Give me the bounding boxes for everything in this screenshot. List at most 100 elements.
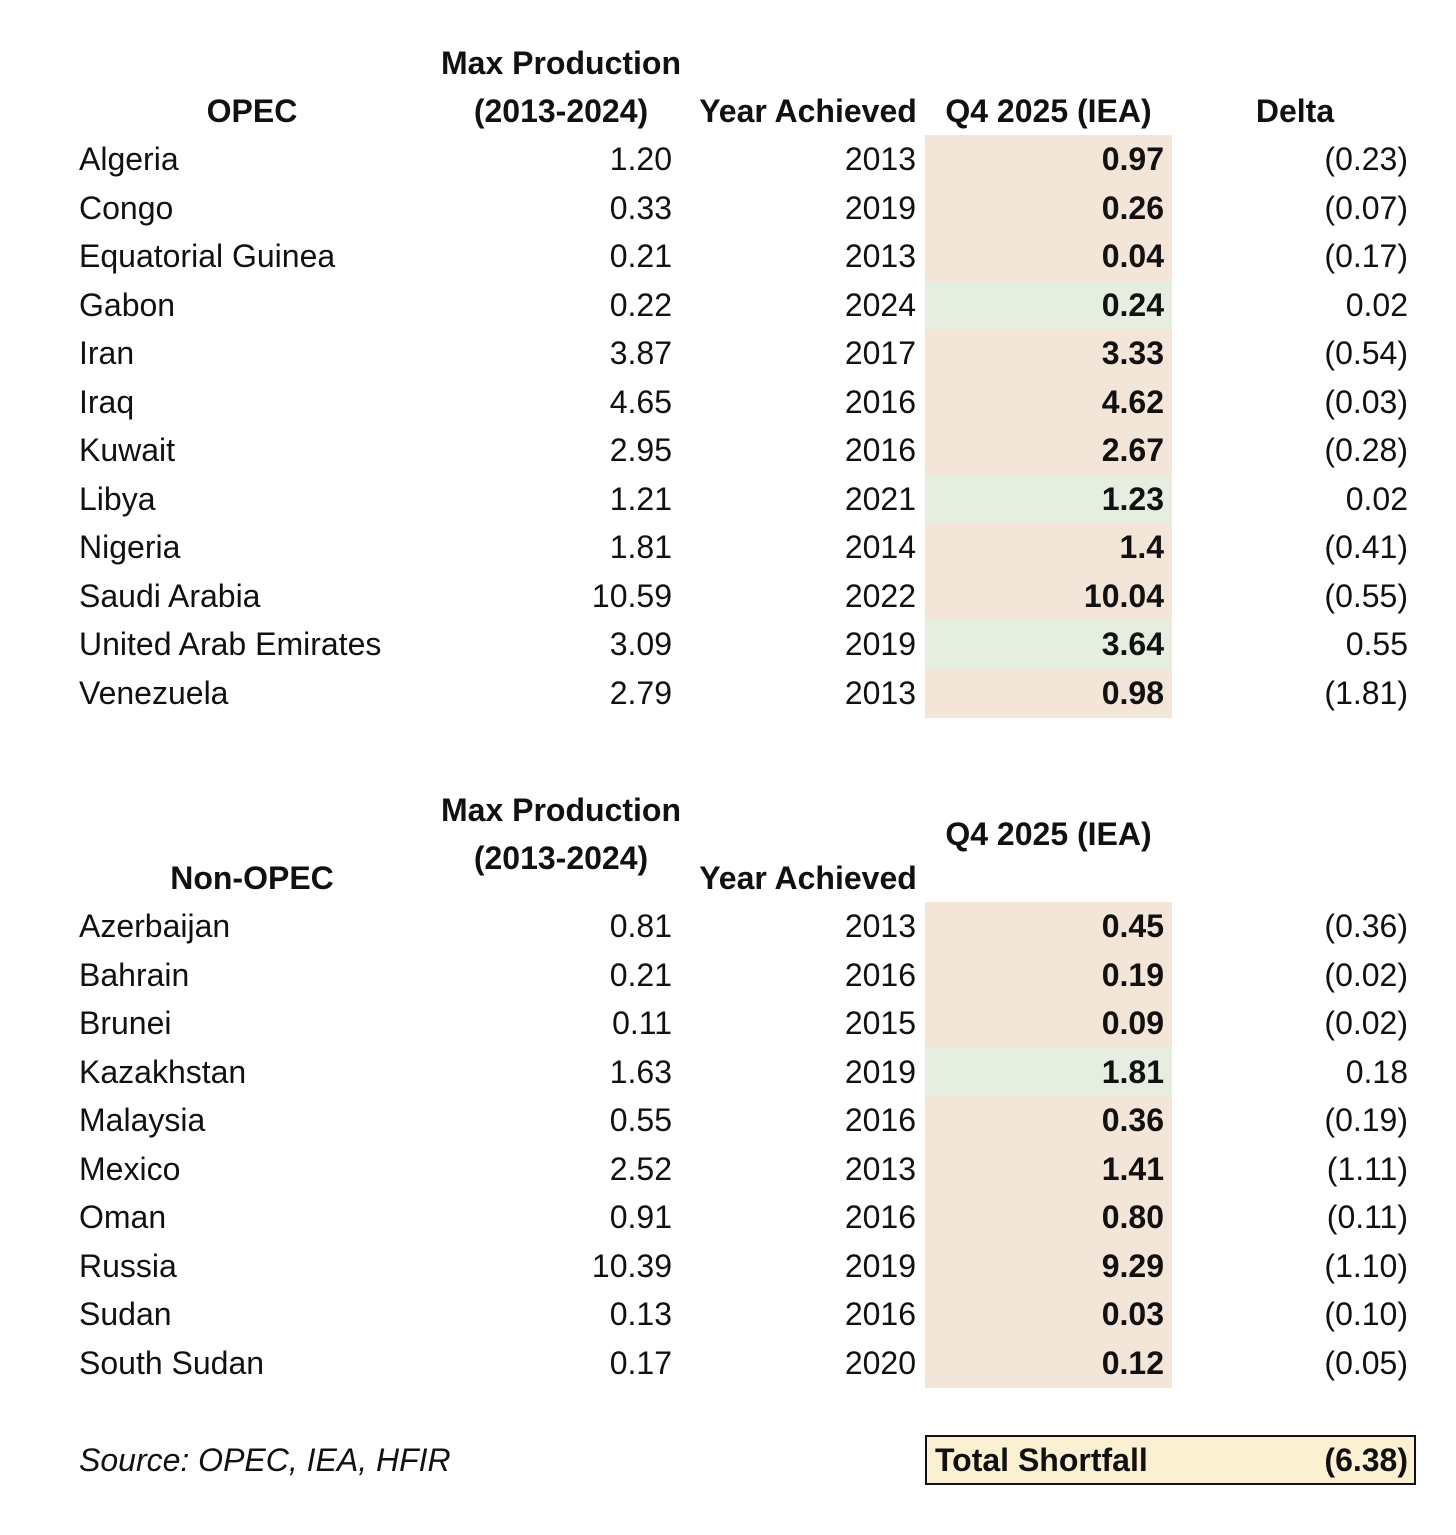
table-row: Azerbaijan 0.81 2013 0.45 (0.36) [0, 902, 1456, 951]
max-production-value: 0.81 [609, 908, 672, 944]
table-row: Algeria 1.20 2013 0.97 (0.23) [0, 135, 1456, 184]
country-name: Brunei [79, 1005, 172, 1041]
non-opec-q4-header: Q4 2025 (IEA) [945, 816, 1152, 852]
table-row: Equatorial Guinea 0.21 2013 0.04 (0.17) [0, 232, 1456, 281]
opec-group-header: OPEC [206, 93, 298, 129]
delta-value: (0.02) [1324, 956, 1408, 993]
country-name: Bahrain [79, 956, 190, 993]
country-name: Equatorial Guinea [79, 238, 336, 274]
max-production-value: 0.13 [609, 1296, 672, 1332]
q4-2025-value: 4.62 [925, 377, 1172, 427]
delta-value: 0.55 [1345, 626, 1408, 662]
q4-2025-value: 3.64 [925, 620, 1172, 669]
country-name: Kazakhstan [79, 1053, 247, 1090]
table-row: Libya 1.21 2021 1.23 0.02 [0, 474, 1456, 524]
table-row: Congo 0.33 2019 0.26 (0.07) [0, 183, 1456, 233]
table-row: Russia 10.39 2019 9.29 (1.10) [0, 1241, 1456, 1291]
year-achieved-value: 2016 [844, 956, 916, 993]
country-name: Malaysia [79, 1102, 206, 1138]
year-achieved-value: 2013 [844, 141, 916, 177]
table-row: Oman 0.91 2016 0.80 (0.11) [0, 1193, 1456, 1242]
delta-value: 0.02 [1345, 480, 1408, 517]
table-row: Kuwait 2.95 2016 2.67 (0.28) [0, 426, 1456, 475]
country-name: Oman [79, 1199, 167, 1235]
max-production-value: 1.21 [609, 480, 672, 517]
q4-2025-value: 0.97 [925, 135, 1172, 184]
q4-2025-value: 0.09 [925, 999, 1172, 1048]
delta-value: 0.18 [1345, 1053, 1408, 1090]
max-production-value: 0.17 [609, 1344, 672, 1381]
q4-2025-value: 9.29 [925, 1241, 1172, 1291]
delta-value: (0.11) [1326, 1199, 1408, 1235]
q4-2025-value: 10.04 [925, 571, 1172, 621]
q4-2025-value: 0.19 [925, 950, 1172, 1000]
table-row: Bahrain 0.21 2016 0.19 (0.02) [0, 950, 1456, 1000]
table-row: United Arab Emirates 3.09 2019 3.64 0.55 [0, 620, 1456, 669]
country-name: Libya [79, 480, 156, 517]
max-production-value: 4.65 [609, 383, 672, 420]
delta-value: (0.02) [1324, 1005, 1408, 1041]
q4-2025-value: 0.98 [925, 668, 1172, 718]
year-achieved-value: 2019 [844, 626, 916, 662]
country-name: Iran [79, 335, 135, 371]
max-production-value: 3.09 [609, 626, 672, 662]
year-achieved-value: 2016 [844, 1199, 916, 1235]
country-name: Kuwait [79, 432, 176, 468]
delta-value: (0.55) [1324, 577, 1408, 614]
non-opec-max-header-line1: Max Production [440, 792, 681, 828]
opec-max-header-line1: Max Production [440, 45, 681, 81]
table-row: Iran 3.87 2017 3.33 (0.54) [0, 329, 1456, 378]
delta-value: (0.05) [1324, 1344, 1408, 1381]
total-shortfall-label: Total Shortfall [935, 1442, 1148, 1478]
max-production-value: 0.33 [609, 189, 672, 226]
max-production-value: 0.21 [609, 238, 672, 274]
year-achieved-value: 2019 [844, 1247, 916, 1284]
country-name: Mexico [79, 1150, 181, 1187]
q4-2025-value: 0.26 [925, 183, 1172, 233]
opec-q4-header: Q4 2025 (IEA) [945, 93, 1152, 129]
country-name: Nigeria [79, 529, 181, 565]
q4-2025-value: 1.41 [925, 1144, 1172, 1194]
q4-2025-value: 0.36 [925, 1096, 1172, 1145]
country-name: Saudi Arabia [79, 577, 261, 614]
delta-value: 0.02 [1345, 286, 1408, 323]
delta-value: (0.10) [1324, 1296, 1408, 1332]
opec-max-header-line2: (2013-2024) [473, 93, 649, 129]
country-name: Russia [79, 1247, 177, 1284]
table-row: Iraq 4.65 2016 4.62 (0.03) [0, 377, 1456, 427]
total-shortfall-value: (6.38) [1324, 1442, 1408, 1478]
year-achieved-value: 2021 [844, 480, 916, 517]
table-row: Malaysia 0.55 2016 0.36 (0.19) [0, 1096, 1456, 1145]
max-production-value: 0.22 [609, 286, 672, 323]
year-achieved-value: 2013 [844, 238, 916, 274]
q4-2025-value: 2.67 [925, 426, 1172, 475]
q4-2025-value: 0.80 [925, 1193, 1172, 1242]
max-production-value: 0.21 [609, 956, 672, 993]
table-row: Saudi Arabia 10.59 2022 10.04 (0.55) [0, 571, 1456, 621]
delta-value: (0.07) [1324, 189, 1408, 226]
delta-value: (0.36) [1324, 908, 1408, 944]
max-production-value: 0.55 [609, 1102, 672, 1138]
table-row: South Sudan 0.17 2020 0.12 (0.05) [0, 1338, 1456, 1388]
year-achieved-value: 2014 [844, 529, 916, 565]
q4-2025-value: 0.45 [925, 902, 1172, 951]
max-production-value: 2.52 [609, 1150, 672, 1187]
opec-delta-header: Delta [1255, 93, 1335, 129]
table-row: Nigeria 1.81 2014 1.4 (0.41) [0, 523, 1456, 572]
year-achieved-value: 2013 [844, 1150, 916, 1187]
q4-2025-value: 0.03 [925, 1290, 1172, 1339]
delta-value: (0.41) [1324, 529, 1408, 565]
q4-2025-value: 0.12 [925, 1338, 1172, 1388]
delta-value: (1.81) [1324, 674, 1408, 711]
q4-2025-value: 1.4 [925, 523, 1172, 572]
delta-value: (0.28) [1324, 432, 1408, 468]
delta-value: (0.03) [1324, 383, 1408, 420]
delta-value: (1.10) [1324, 1247, 1408, 1284]
delta-value: (0.17) [1324, 238, 1408, 274]
country-name: Congo [79, 189, 174, 226]
country-name: Sudan [79, 1296, 172, 1332]
max-production-value: 1.81 [609, 529, 672, 565]
max-production-value: 1.63 [609, 1053, 672, 1090]
table-row: Gabon 0.22 2024 0.24 0.02 [0, 280, 1456, 330]
q4-2025-value: 0.04 [925, 232, 1172, 281]
